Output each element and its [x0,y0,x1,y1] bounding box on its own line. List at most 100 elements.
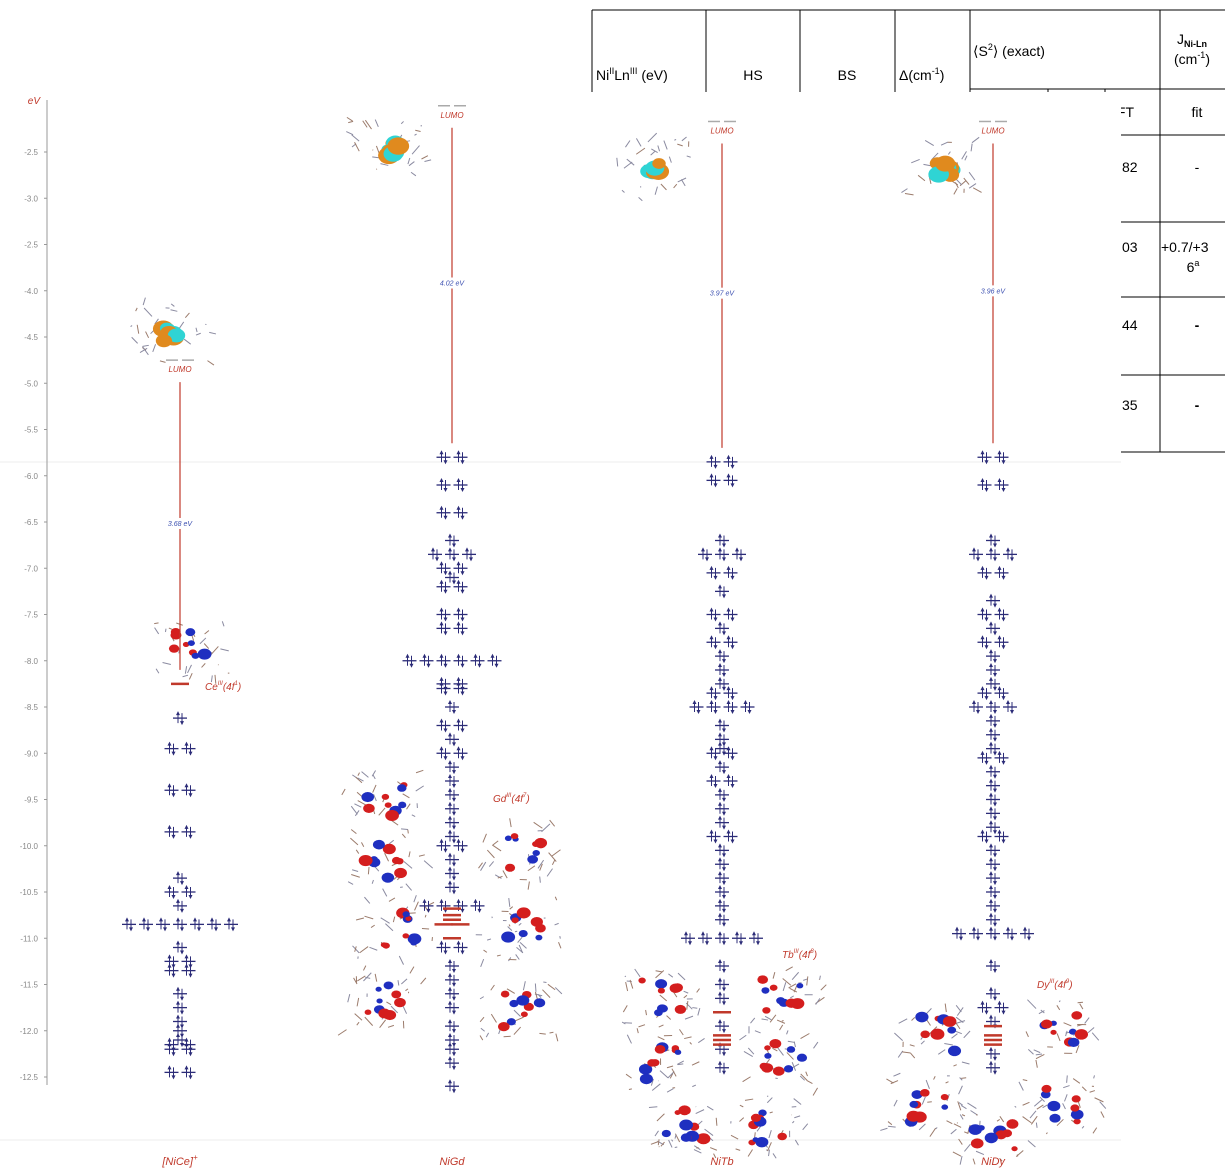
orbital-lobe [517,907,531,918]
orbital-lobe [764,1053,771,1059]
cell: - [1195,317,1200,333]
subheader-cell: fit [1192,104,1203,120]
column-label-part: NiGd [439,1156,465,1168]
orbital-lobe [505,864,515,872]
bond [957,1123,958,1124]
orbital-lobe [382,794,389,800]
column-label-part: NiTb [710,1156,733,1168]
y-tick-label: -3.0 [24,194,38,203]
header-cell: BS [838,67,857,83]
gap-label: 4.02 eV [440,281,465,288]
bond [674,140,676,141]
orbital-lobe [679,1120,693,1131]
ln-label-part: Tb [782,950,794,961]
orbital-lobe [527,855,538,864]
orbital-lobe [920,1089,930,1097]
bond [373,150,374,151]
orbital-lobe [376,987,382,992]
y-tick-label: -6.0 [24,472,38,481]
orbital-lobe [773,1066,785,1075]
orbital-lobe [681,1133,692,1142]
orbital-lobe [947,1027,956,1034]
orbital-lobe [385,810,399,821]
orbital-lobe [511,833,519,839]
bond [401,829,408,830]
orbital-lobe [376,998,382,1003]
y-tick-label: -8.0 [24,657,38,666]
y-tick-label: -5.0 [24,379,38,388]
orbital-lobe [1070,1104,1079,1111]
orbital-lobe [757,975,768,984]
gap-label: 3.97 eV [710,291,735,298]
bond [422,928,429,929]
column-label-part: + [193,1153,198,1162]
orbital-lobe [378,1009,390,1019]
orbital-lobe [662,1130,671,1137]
orbital-lobe [1049,1114,1060,1123]
orbital-lobe [675,1110,681,1115]
orbital-lobe [385,802,392,808]
lumo-label: LUMO [981,126,1004,135]
column-label: NiTb [710,1156,733,1168]
orbital-lobe [387,137,409,154]
orbital-lobe [1041,1020,1052,1029]
ln-label-part: Dy [1037,980,1050,991]
orbital-lobe [751,1114,761,1122]
lumo-label: LUMO [440,111,463,120]
orbital-lobe [640,1074,653,1084]
orbital-lobe [185,628,195,636]
orbital-lobe [521,1011,528,1017]
orbital-lobe [410,940,417,945]
orbital-lobe [384,981,394,989]
y-tick-label: -4.0 [24,287,38,296]
ln-label-part: ) [237,682,241,693]
orbital-lobe [776,997,785,1004]
orbital-lobe [761,987,769,993]
y-tick-label: -11.0 [20,934,38,943]
orbital-lobe [971,1138,984,1148]
orbital-lobe [198,649,212,660]
orbital-lobe [394,998,406,1007]
orbital-lobe [907,1111,921,1122]
orbital-lobe [501,991,510,998]
orbital-lobe [638,978,645,984]
orbital-lobe [1075,1029,1088,1040]
ln-label-part: Gd [493,794,507,805]
y-tick-label: -11.5 [20,981,38,990]
orbital-lobe [658,1005,668,1013]
orbital-lobe [382,873,395,883]
orbital-lobe [761,1063,773,1073]
bond [927,1102,932,1103]
orbital-lobe [920,1031,929,1039]
bond [515,931,517,932]
orbital-lobe [498,1022,510,1031]
y-tick-label: -2.5 [24,148,38,157]
bond [629,1089,632,1090]
orbital-lobe [787,1046,795,1053]
y-tick-label: -8.5 [24,703,38,712]
orbital-lobe [365,1010,372,1015]
column-label-part: [NiCe] [161,1156,194,1168]
orbital-lobe [1041,1087,1047,1092]
orbital-lobe [1006,1119,1018,1129]
orbital-lobe [777,1133,787,1141]
orbital-lobe [941,1104,948,1109]
orbital-lobe [948,1046,961,1057]
y-tick-label: -12.5 [20,1073,39,1082]
cell: +0.7/+3 [1161,239,1209,255]
orbital-lobe [192,653,200,659]
page: NiIILnIII(eV) HS BS Δ(cm-1) ⟨S2⟩ (exact)… [0,0,1225,1173]
bond [625,976,626,977]
orbital-lobe [531,917,543,927]
orbital-lobe [784,1065,793,1072]
y-tick-label: -5.5 [24,426,38,435]
orbital-lobe [764,1045,771,1050]
bond [540,877,541,883]
y-tick-label: -2.5 [24,241,38,250]
gap-label: 3.68 eV [168,521,193,528]
orbital-lobe [532,850,539,856]
orbital-lobe [678,1105,690,1115]
y-tick-label: -4.5 [24,333,38,342]
orbital-lobe [1047,1101,1060,1111]
orbital-lobe [402,933,409,938]
